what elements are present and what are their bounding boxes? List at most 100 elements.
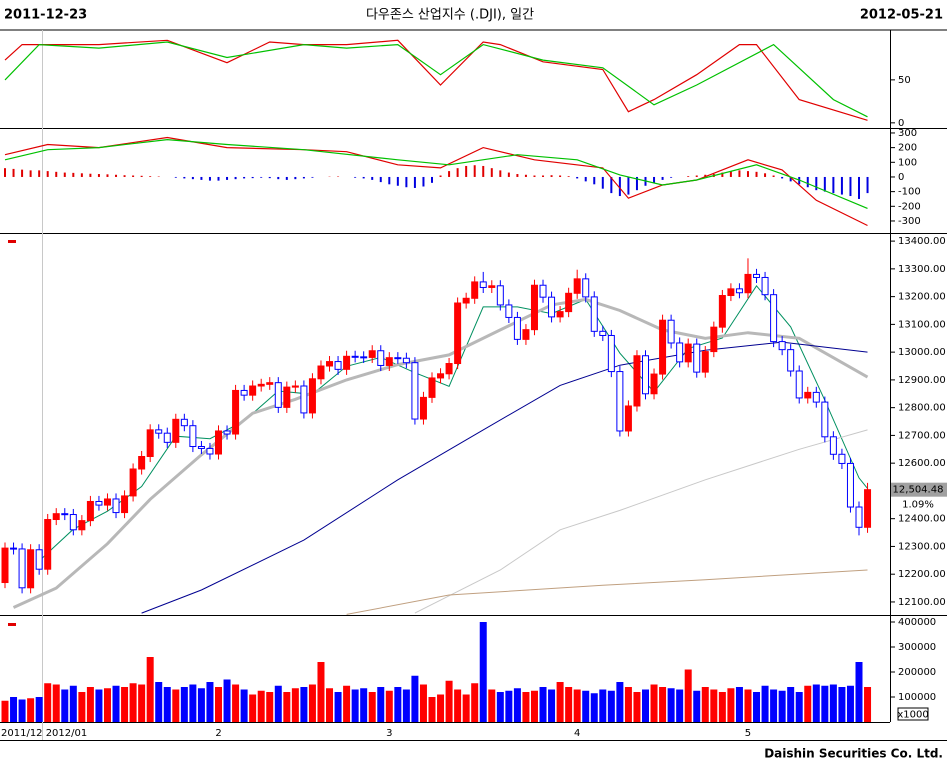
x-tick-label: 5 bbox=[745, 728, 751, 739]
volume-bar bbox=[735, 687, 743, 722]
volume-bar bbox=[180, 687, 188, 722]
volume-bar bbox=[770, 689, 778, 722]
candle-body bbox=[838, 453, 846, 464]
candle-body bbox=[624, 405, 632, 432]
candle-body bbox=[539, 284, 547, 298]
candle-body bbox=[326, 361, 334, 367]
volume-bar bbox=[539, 687, 547, 722]
volume-bar bbox=[274, 685, 282, 722]
candle-body bbox=[232, 389, 240, 435]
candle-body bbox=[249, 385, 257, 396]
candle-body bbox=[548, 296, 556, 318]
volume-bar bbox=[753, 692, 761, 722]
candle-body bbox=[18, 548, 26, 589]
x-tick-label: 2012/01 bbox=[46, 728, 88, 739]
y-tick-label: 400000 bbox=[898, 617, 936, 628]
y-tick-label: 100000 bbox=[898, 692, 936, 703]
volume-bar bbox=[607, 690, 615, 722]
candle-body bbox=[582, 278, 590, 298]
volume-bar bbox=[257, 690, 265, 722]
last-value-box bbox=[891, 482, 947, 497]
candle-body bbox=[334, 361, 342, 370]
volume-bar bbox=[283, 692, 291, 722]
candle-body bbox=[693, 343, 701, 373]
volume-bar bbox=[778, 690, 786, 722]
y-tick-label: 13200.00 bbox=[898, 292, 946, 303]
candle-body bbox=[317, 365, 325, 380]
candle-body bbox=[667, 319, 675, 344]
volume-bar bbox=[266, 692, 274, 722]
candle-body bbox=[129, 468, 137, 497]
candle-body bbox=[257, 383, 265, 387]
candle-body bbox=[718, 295, 726, 328]
candle-body bbox=[479, 281, 487, 288]
y-tick-label: 12300.00 bbox=[898, 541, 946, 552]
candle-body bbox=[829, 436, 837, 455]
marker bbox=[8, 623, 16, 626]
candle-body bbox=[138, 456, 146, 470]
volume-bar bbox=[573, 689, 581, 722]
candle-body bbox=[163, 432, 171, 443]
y-tick-label: 100 bbox=[898, 157, 917, 168]
volume-bar bbox=[565, 687, 573, 722]
candle-body bbox=[69, 514, 77, 531]
candle-body bbox=[795, 370, 803, 399]
candle-body bbox=[676, 342, 684, 363]
y-tick-label: 200000 bbox=[898, 667, 936, 678]
candle-body bbox=[155, 429, 163, 434]
candle-body bbox=[530, 284, 538, 331]
candle-body bbox=[812, 391, 820, 403]
volume-bar bbox=[838, 687, 846, 722]
volume-bar bbox=[215, 687, 222, 722]
y-tick-label: 50 bbox=[898, 75, 911, 86]
volume-bar bbox=[249, 694, 257, 722]
volume-bar bbox=[787, 687, 795, 722]
volume-bar bbox=[308, 684, 316, 722]
candle-body bbox=[266, 382, 274, 385]
candle-body bbox=[27, 549, 35, 589]
volume-bar bbox=[394, 687, 402, 722]
volume-bar bbox=[437, 694, 445, 722]
line bbox=[4, 41, 868, 118]
change-label: 1.09% bbox=[902, 500, 934, 511]
candle-body bbox=[180, 418, 188, 427]
last-value-label: 12,504.48 bbox=[893, 485, 944, 496]
volume-bar bbox=[129, 683, 137, 722]
candle-body bbox=[701, 351, 709, 373]
candle-body bbox=[274, 382, 282, 408]
volume-bar bbox=[659, 687, 667, 722]
candle-body bbox=[172, 418, 180, 443]
y-tick-label: -100 bbox=[898, 187, 921, 198]
candle-body bbox=[103, 498, 111, 506]
volume-bar bbox=[326, 688, 334, 722]
line bbox=[4, 138, 868, 209]
candle-body bbox=[821, 401, 829, 438]
volume-bar bbox=[454, 689, 462, 722]
candle-body bbox=[86, 500, 94, 522]
volume-bar bbox=[804, 685, 812, 722]
x-tick-label: 4 bbox=[574, 728, 580, 739]
candle-body bbox=[616, 371, 624, 432]
candle-body bbox=[659, 319, 667, 375]
candle-body bbox=[44, 519, 52, 570]
volume-bar bbox=[479, 622, 487, 722]
volume-bar bbox=[240, 689, 248, 722]
candle-body bbox=[488, 285, 496, 288]
line bbox=[4, 136, 868, 227]
volume-bar bbox=[616, 682, 624, 722]
candle-body bbox=[727, 288, 735, 297]
candle-body bbox=[633, 355, 641, 407]
candle-body bbox=[710, 326, 718, 353]
y-tick-label: 12800.00 bbox=[898, 403, 946, 414]
volume-bar bbox=[445, 680, 453, 722]
volume-bar bbox=[829, 684, 837, 722]
volume-bar bbox=[496, 692, 504, 722]
volume-bar bbox=[821, 685, 829, 722]
volume-bar bbox=[291, 688, 299, 722]
candle-body bbox=[206, 447, 214, 455]
candle-body bbox=[787, 349, 795, 372]
candle-body bbox=[368, 350, 376, 358]
y-tick-label: -200 bbox=[898, 201, 921, 212]
